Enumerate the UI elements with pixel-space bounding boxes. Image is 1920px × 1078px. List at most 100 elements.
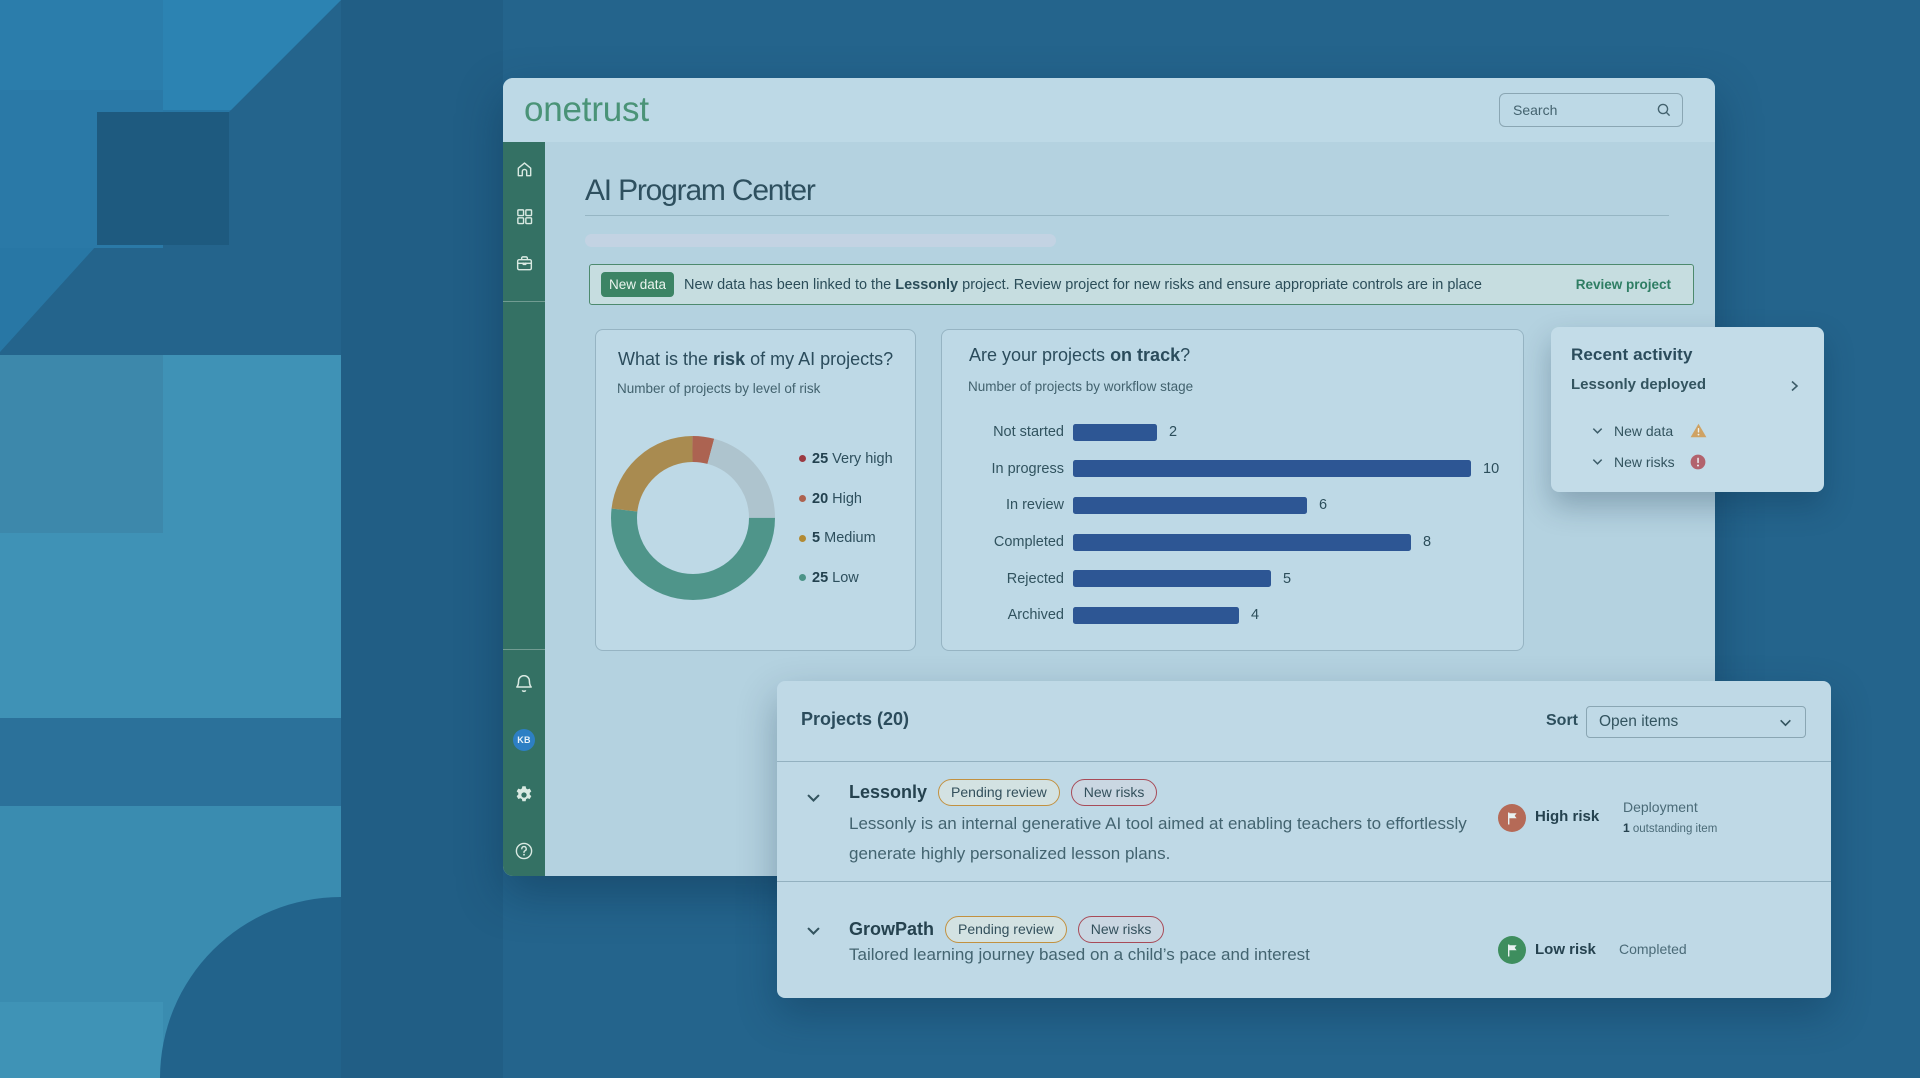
sidebar-divider-top xyxy=(503,301,545,302)
search-placeholder: Search xyxy=(1513,102,1558,118)
project-head: GrowPath Pending review New risks xyxy=(849,915,1165,943)
alert-message: New data has been linked to the Lessonly… xyxy=(684,276,1482,293)
legend-dot xyxy=(799,495,806,503)
sidebar-item-notifications[interactable] xyxy=(503,673,545,695)
risk-legend: 25 Very high 20 High 5 Medium 25 Low xyxy=(799,439,893,598)
search-input[interactable]: Search xyxy=(1499,93,1683,127)
recent-activity-title: Recent activity xyxy=(1571,345,1693,364)
track-card: Are your projects on track? Number of pr… xyxy=(941,329,1524,651)
recent-activity-card: Recent activity Lessonly deployed New da… xyxy=(1551,327,1824,492)
legend-label: 25 Low xyxy=(812,569,859,586)
activity-row-new-risks[interactable]: New risks xyxy=(1591,446,1707,477)
chevron-down-icon xyxy=(1591,424,1604,437)
recent-activity-item-title: Lessonly deployed xyxy=(1571,376,1707,393)
gear-icon xyxy=(516,786,532,802)
chip-pending-review: Pending review xyxy=(945,915,1067,943)
bar-category-label: Not started xyxy=(993,424,1064,441)
bell-icon xyxy=(516,674,532,693)
low-risk-flag-icon xyxy=(1498,936,1526,964)
alert-banner: New data New data has been linked to the… xyxy=(589,264,1694,305)
search-icon xyxy=(1657,103,1671,117)
warning-triangle-icon xyxy=(1690,423,1707,438)
legend-dot xyxy=(799,455,806,463)
project-stage: Deployment xyxy=(1623,799,1698,815)
legend-dot xyxy=(799,534,806,542)
bar-row: In progress 10 xyxy=(969,451,1509,488)
avatar: KB xyxy=(513,729,535,751)
risk-card-subtitle: Number of projects by level of risk xyxy=(617,381,821,396)
legend-label: 20 High xyxy=(812,490,862,507)
legend-label: 5 Medium xyxy=(812,530,876,547)
workflow-bar-chart: Not started 2 In progress 10 In review 6 Compl… xyxy=(969,414,1509,634)
bar-category-label: Completed xyxy=(993,534,1064,551)
track-card-subtitle: Number of projects by workflow stage xyxy=(968,379,1194,394)
project-name: Lessonly xyxy=(849,781,928,802)
risk-level-label: Low risk xyxy=(1535,941,1596,958)
bar-value: 10 xyxy=(1483,460,1500,477)
sidebar-divider-bottom xyxy=(503,649,545,650)
legend-label: 25 Very high xyxy=(812,450,893,467)
app-header: onetrust Search xyxy=(503,78,1715,142)
bar xyxy=(1073,460,1471,478)
bar-value: 4 xyxy=(1251,607,1260,624)
briefcase-icon xyxy=(516,256,532,271)
sort-label: Sort xyxy=(1546,712,1578,729)
chevron-right-icon[interactable] xyxy=(1787,379,1801,398)
progress-placeholder xyxy=(585,234,1056,247)
review-project-link[interactable]: Review project xyxy=(1575,277,1671,292)
legend-item: 25 Low xyxy=(799,558,893,598)
activity-row-label: New data xyxy=(1614,422,1674,439)
risk-donut-chart xyxy=(611,436,775,600)
track-card-title: Are your projects on track? xyxy=(969,345,1191,365)
sidebar-item-help[interactable] xyxy=(503,841,545,861)
help-icon xyxy=(515,842,533,860)
onetrust-logo: onetrust xyxy=(524,90,649,129)
sidebar-avatar[interactable]: KB xyxy=(503,729,545,751)
sort-value: Open items xyxy=(1599,713,1679,730)
legend-item: 20 High xyxy=(799,479,893,519)
alert-badge: New data xyxy=(601,272,675,297)
chip-new-risks: New risks xyxy=(1077,915,1165,943)
bar-category-label: Archived xyxy=(1007,607,1064,624)
activity-row-new-data[interactable]: New data xyxy=(1591,415,1707,446)
project-stage: Completed xyxy=(1619,941,1687,957)
bar-category-label: In review xyxy=(1005,497,1064,514)
high-risk-flag-icon xyxy=(1498,804,1526,832)
sidebar-item-settings[interactable] xyxy=(503,784,545,806)
chip-pending-review: Pending review xyxy=(938,778,1060,806)
bar-row: Rejected 5 xyxy=(969,560,1509,597)
sidebar-item-apps[interactable] xyxy=(503,207,545,226)
bar xyxy=(1073,533,1411,551)
sidebar-item-home[interactable] xyxy=(503,160,545,179)
bar-row: In review 6 xyxy=(969,487,1509,524)
legend-item: 25 Very high xyxy=(799,439,893,479)
bar-row: Not started 2 xyxy=(969,414,1509,451)
legend-item: 5 Medium xyxy=(799,518,893,558)
bar xyxy=(1073,423,1157,441)
chevron-down-icon[interactable] xyxy=(805,922,822,944)
chevron-down-icon[interactable] xyxy=(805,789,822,811)
title-divider xyxy=(585,215,1669,216)
bar xyxy=(1073,570,1271,588)
chevron-down-icon xyxy=(1591,455,1604,468)
bar-row: Archived 4 xyxy=(969,597,1509,634)
bar xyxy=(1073,606,1239,624)
project-row-lessonly[interactable]: Lessonly Pending review New risks Lesson… xyxy=(777,761,1831,881)
legend-dot xyxy=(799,574,806,582)
page-title: AI Program Center xyxy=(585,174,816,207)
sidebar: KB xyxy=(503,142,545,876)
sidebar-item-projects[interactable] xyxy=(503,254,545,273)
project-name: GrowPath xyxy=(849,918,935,939)
activity-row-label: New risks xyxy=(1614,453,1675,470)
home-icon xyxy=(517,162,531,177)
sort-dropdown[interactable]: Open items xyxy=(1586,706,1806,738)
bar xyxy=(1073,496,1307,514)
project-row-growpath[interactable]: GrowPath Pending review New risks Tailor… xyxy=(777,881,1831,998)
risk-card: What is the risk of my AI projects? Numb… xyxy=(595,329,916,651)
projects-title: Projects (20) xyxy=(801,709,910,729)
outstanding-items: 1 outstanding item xyxy=(1623,821,1718,835)
chevron-down-icon xyxy=(1780,719,1791,726)
projects-panel: Projects (20) Sort Open items Lessonly P… xyxy=(777,681,1831,998)
project-description: Tailored learning journey based on a chi… xyxy=(849,945,1310,964)
bar-row: Completed 8 xyxy=(969,524,1509,561)
